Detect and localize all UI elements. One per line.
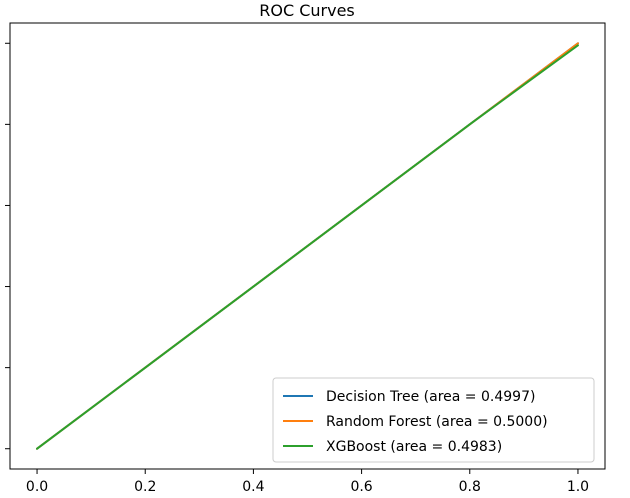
x-tick-label: 0.0: [26, 479, 48, 495]
legend-box: [272, 377, 595, 463]
x-tick-label: 0.4: [242, 479, 264, 495]
x-tick-label: 0.8: [459, 479, 481, 495]
legend-label: Random Forest (area = 0.5000): [326, 414, 548, 430]
series-lines: [36, 42, 579, 450]
chart-title: ROC Curves: [259, 1, 355, 20]
legend: Decision Tree (area = 0.4997) Random Fore…: [272, 377, 595, 463]
series-line-2: [36, 44, 579, 450]
x-tick-label: 1.0: [567, 479, 589, 495]
legend-label: Decision Tree (area = 0.4997): [326, 389, 535, 405]
x-tick-label: 0.2: [134, 479, 156, 495]
x-tick-label: 0.6: [350, 479, 372, 495]
axis-ticks: 0.0 0.2 0.4 0.6 0.8 1.0: [5, 42, 589, 495]
legend-entries: Decision Tree (area = 0.4997) Random Fore…: [283, 389, 548, 455]
plot-area: [9, 22, 606, 470]
legend-label: XGBoost (area = 0.4983): [326, 439, 502, 455]
